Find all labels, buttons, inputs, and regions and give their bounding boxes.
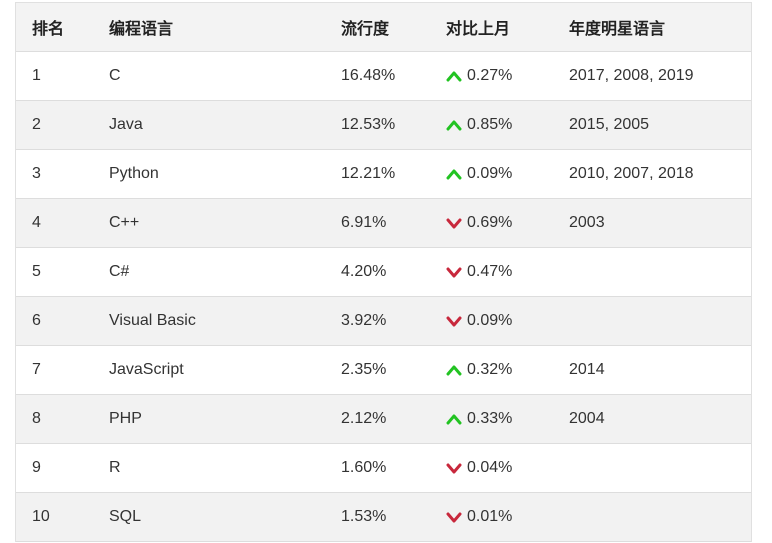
table-body: 1 C 16.48% 0.27% 2017, 2008, 2019 2 Java 12.53%… <box>16 52 751 542</box>
star-years-cell: 2004 <box>569 410 605 427</box>
trend-down-icon <box>446 316 462 327</box>
rank-cell: 9 <box>32 459 41 476</box>
table-header: 排名 编程语言 流行度 对比上月 年度明星语言 <box>16 3 751 52</box>
rank-cell: 4 <box>32 214 41 231</box>
change-cell: 0.09% <box>446 165 512 183</box>
change-value: 0.27% <box>467 67 513 84</box>
change-cell: 0.01% <box>446 508 512 526</box>
change-value: 0.69% <box>467 214 513 231</box>
trend-up-icon <box>446 120 462 131</box>
trend-up-icon <box>446 414 462 425</box>
popularity-cell: 2.12% <box>341 410 387 427</box>
star-years-cell: 2003 <box>569 214 605 231</box>
language-cell: JavaScript <box>109 361 184 378</box>
rank-cell: 6 <box>32 312 41 329</box>
change-value: 0.09% <box>467 165 513 182</box>
rank-cell: 10 <box>32 508 50 525</box>
rank-cell: 5 <box>32 263 41 280</box>
language-cell: Visual Basic <box>109 312 196 329</box>
change-value: 0.04% <box>467 459 513 476</box>
change-cell: 0.33% <box>446 410 512 428</box>
star-years-cell: 2010, 2007, 2018 <box>569 165 694 182</box>
language-cell: Java <box>109 116 143 133</box>
change-value: 0.01% <box>467 508 513 525</box>
trend-down-icon <box>446 463 462 474</box>
change-cell: 0.09% <box>446 312 512 330</box>
trend-down-icon <box>446 218 462 229</box>
language-cell: Python <box>109 165 159 182</box>
table-row: 2 Java 12.53% 0.85% 2015, 2005 <box>16 101 751 150</box>
language-cell: SQL <box>109 508 142 525</box>
header-rank: 排名 <box>32 21 65 38</box>
change-cell: 0.69% <box>446 214 512 232</box>
language-cell: PHP <box>109 410 142 427</box>
star-years-cell: 2015, 2005 <box>569 116 650 133</box>
trend-up-icon <box>446 71 462 82</box>
header-popularity: 流行度 <box>341 21 390 38</box>
table-row: 6 Visual Basic 3.92% 0.09% <box>16 297 751 346</box>
change-value: 0.47% <box>467 263 513 280</box>
table-row: 8 PHP 2.12% 0.33% 2004 <box>16 395 751 444</box>
change-value: 0.33% <box>467 410 513 427</box>
popularity-cell: 6.91% <box>341 214 387 231</box>
rank-cell: 3 <box>32 165 41 182</box>
table-row: 10 SQL 1.53% 0.01% <box>16 493 751 542</box>
table-row: 3 Python 12.21% 0.09% 2010, 2007, 2018 <box>16 150 751 199</box>
table-row: 5 C# 4.20% 0.47% <box>16 248 751 297</box>
popularity-cell: 12.21% <box>341 165 396 182</box>
popularity-cell: 12.53% <box>341 116 396 133</box>
trend-down-icon <box>446 512 462 523</box>
header-change: 对比上月 <box>446 21 511 38</box>
rank-cell: 2 <box>32 116 41 133</box>
change-cell: 0.27% <box>446 67 512 85</box>
header-star-years: 年度明星语言 <box>569 21 666 38</box>
popularity-cell: 2.35% <box>341 361 387 378</box>
language-cell: C <box>109 67 121 84</box>
trend-up-icon <box>446 365 462 376</box>
star-years-cell: 2014 <box>569 361 605 378</box>
popularity-cell: 3.92% <box>341 312 387 329</box>
change-cell: 0.85% <box>446 116 512 134</box>
table-row: 9 R 1.60% 0.04% <box>16 444 751 493</box>
header-language: 编程语言 <box>109 21 174 38</box>
change-cell: 0.04% <box>446 459 512 477</box>
trend-up-icon <box>446 169 462 180</box>
change-value: 0.32% <box>467 361 513 378</box>
star-years-cell: 2017, 2008, 2019 <box>569 67 694 84</box>
ranking-table: 排名 编程语言 流行度 对比上月 年度明星语言 1 C 16.48% 0.27% 201… <box>15 2 752 542</box>
popularity-cell: 1.60% <box>341 459 387 476</box>
language-cell: C++ <box>109 214 140 231</box>
rank-cell: 1 <box>32 67 41 84</box>
popularity-cell: 4.20% <box>341 263 387 280</box>
popularity-cell: 1.53% <box>341 508 387 525</box>
change-cell: 0.47% <box>446 263 512 281</box>
language-cell: R <box>109 459 121 476</box>
rank-cell: 7 <box>32 361 41 378</box>
table-row: 7 JavaScript 2.35% 0.32% 2014 <box>16 346 751 395</box>
table-row: 4 C++ 6.91% 0.69% 2003 <box>16 199 751 248</box>
change-value: 0.85% <box>467 116 513 133</box>
trend-down-icon <box>446 267 462 278</box>
change-cell: 0.32% <box>446 361 512 379</box>
table-row: 1 C 16.48% 0.27% 2017, 2008, 2019 <box>16 52 751 101</box>
rank-cell: 8 <box>32 410 41 427</box>
change-value: 0.09% <box>467 312 513 329</box>
popularity-cell: 16.48% <box>341 67 396 84</box>
language-cell: C# <box>109 263 130 280</box>
